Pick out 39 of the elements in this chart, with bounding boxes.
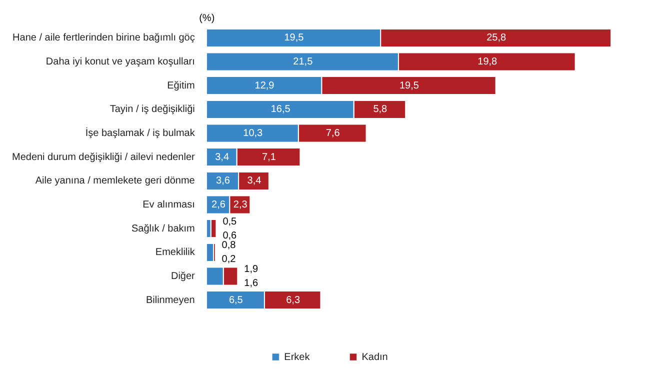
data-label: 2,3 <box>233 200 248 210</box>
data-label: 25,8 <box>486 32 506 44</box>
data-label: 19,5 <box>399 80 420 92</box>
legend-label: Kadın <box>362 352 388 363</box>
legend-label: Erkek <box>284 352 311 363</box>
x-axis-title: (%) <box>199 12 215 24</box>
data-label: 7,1 <box>262 152 276 163</box>
data-label: 0,8 <box>222 240 236 252</box>
data-label: 16,5 <box>270 104 291 116</box>
data-label: 12,9 <box>254 80 275 92</box>
data-label: 5,8 <box>373 104 388 116</box>
data-label: 19,5 <box>284 32 304 44</box>
y-tick-label: Medeni durum değişikliği / ailevi nedenler <box>12 152 196 163</box>
y-tick-label: Ev alınması <box>142 200 195 210</box>
y-tick-label: Emeklilik <box>155 247 196 258</box>
data-label: 0,2 <box>222 254 236 266</box>
data-label: 2,6 <box>212 200 226 210</box>
data-label: 1,6 <box>244 278 258 289</box>
data-label: 10,3 <box>243 128 264 139</box>
data-label: 6,5 <box>228 294 244 306</box>
y-tick-label: Daha iyi konut ve yaşam koşulları <box>46 56 195 68</box>
data-label: 3,6 <box>216 176 230 187</box>
y-tick-label: Eğitim <box>167 80 195 92</box>
data-label: 6,3 <box>286 294 300 306</box>
y-tick-label: Diğer <box>170 271 196 282</box>
data-label: 3,4 <box>247 176 262 187</box>
y-tick-label: Bilinmeyen <box>146 294 195 306</box>
y-tick-label: Aile yanına / memlekete geri dönme <box>35 176 196 187</box>
data-label: 19,8 <box>478 56 498 68</box>
y-tick-label: Sağlık / bakım <box>132 223 195 234</box>
data-label: 21,5 <box>293 56 314 68</box>
y-tick-label: Hane / aile fertlerinden birine bağımlı göç <box>12 32 195 44</box>
data-label: 7,6 <box>326 128 340 139</box>
data-label: 1,9 <box>244 264 258 275</box>
data-label: 0,6 <box>222 230 238 242</box>
y-tick-label: Tayin / iş değişikliği <box>110 104 195 116</box>
data-label: 3,4 <box>215 152 230 163</box>
y-tick-label: İşe başlamak / iş bulmak <box>85 127 196 139</box>
data-label: 0,5 <box>222 216 238 228</box>
